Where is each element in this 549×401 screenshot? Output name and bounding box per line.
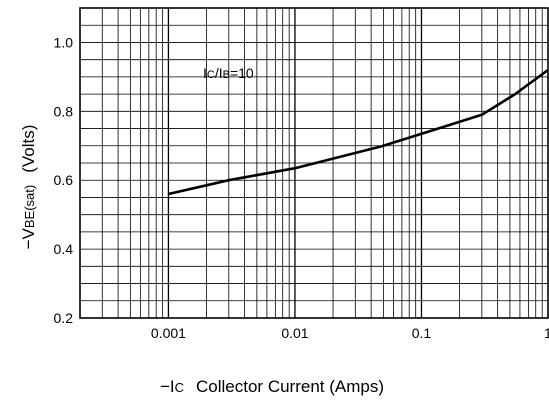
grid xyxy=(80,8,548,318)
plot-frame xyxy=(79,7,549,319)
x-tick-label: 0.01 xyxy=(281,325,308,341)
y-tick-label: 1.0 xyxy=(54,34,74,50)
y-axis-label: −VBE(sat)(Volts) xyxy=(19,125,38,250)
series-line xyxy=(168,68,549,196)
y-tick-label: 0.2 xyxy=(54,310,74,326)
x-tick-label: 0.001 xyxy=(151,325,186,341)
x-tick-label: 0.1 xyxy=(412,325,432,341)
annotation: IC/IB=10 xyxy=(203,65,254,81)
y-tick-label: 0.8 xyxy=(54,103,74,119)
series xyxy=(168,68,549,196)
tick-labels: 0.2 0.4 0.6 0.8 1.0 0.001 0.01 0.1 1 xyxy=(54,34,549,341)
y-tick-label: 0.6 xyxy=(54,172,74,188)
y-tick-label: 0.4 xyxy=(54,241,74,257)
x-tick-label: 1 xyxy=(544,325,549,341)
x-axis-label: −IC Collector Current (Amps) xyxy=(160,377,384,396)
